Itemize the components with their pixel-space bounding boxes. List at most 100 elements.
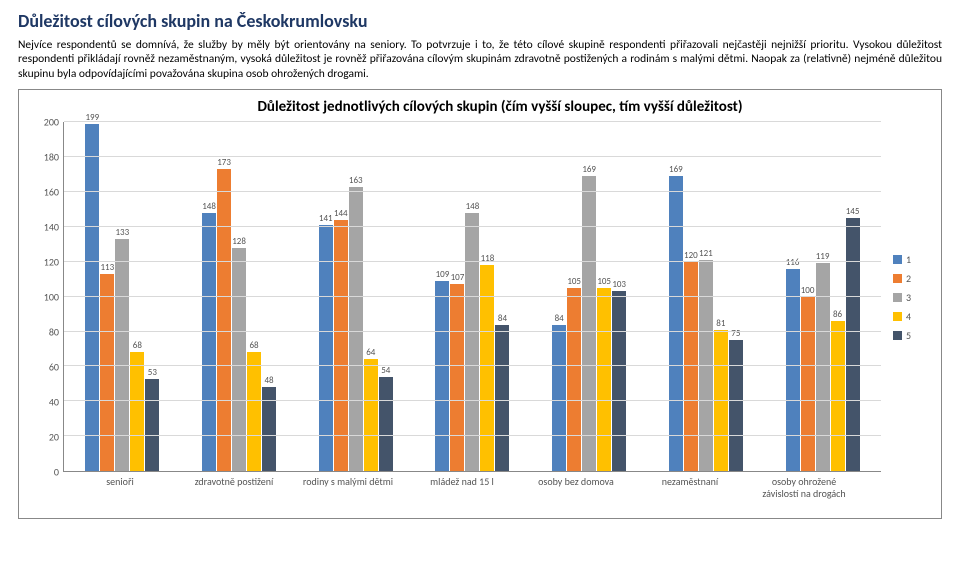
bar: 120: [684, 122, 698, 471]
bar-value-label: 48: [264, 375, 273, 386]
gridline: [64, 435, 881, 436]
legend-item: 5: [893, 329, 933, 342]
bar-value-label: 148: [202, 201, 216, 212]
bar: 133: [115, 122, 129, 471]
bar-value-label: 81: [716, 318, 725, 329]
bar-value-label: 133: [116, 227, 130, 238]
bar: 84: [552, 122, 566, 471]
legend-item: 3: [893, 291, 933, 304]
bar-group: 1691201218175: [669, 122, 743, 471]
bar: 100: [801, 122, 815, 471]
chart-title: Důležitost jednotlivých cílových skupin …: [67, 98, 933, 116]
gridline: [64, 261, 881, 262]
bar: 144: [334, 122, 348, 471]
x-tick-label: senioři: [70, 476, 170, 499]
bar-group: 141144 163 64 54: [319, 122, 393, 471]
x-tick-label: osoby ohrožené závislostí na drogách: [754, 476, 854, 499]
bar-value-label: 113: [101, 262, 115, 273]
bar: 68: [130, 122, 144, 471]
bar: 84: [495, 122, 509, 471]
bar-value-label: 141: [319, 213, 333, 224]
bar-value-label: 107: [451, 272, 465, 283]
bar-value-label: 169: [582, 164, 596, 175]
bar-value-label: 103: [612, 279, 626, 290]
bar-groups: 1991131336853148173128684814114416364541…: [64, 122, 881, 471]
bar: 141: [319, 122, 333, 471]
bar: 116: [786, 122, 800, 471]
page-title: Důležitost cílových skupin na Českokruml…: [18, 10, 942, 32]
bar: 105: [567, 122, 581, 471]
legend-swatch: [893, 274, 902, 283]
bar-value-label: 86: [833, 309, 842, 320]
bar: 119: [816, 122, 830, 471]
bar-value-label: 120: [684, 250, 698, 261]
bar-value-label: 144: [334, 208, 348, 219]
bar: 48: [262, 122, 276, 471]
y-tick-label: 40: [49, 396, 59, 409]
bar-value-label: 148: [466, 201, 480, 212]
bar-value-label: 54: [381, 365, 390, 376]
y-tick-label: 200: [44, 116, 59, 129]
bar: 81: [714, 122, 728, 471]
bar: 107: [450, 122, 464, 471]
legend-swatch: [893, 255, 902, 264]
bar-value-label: 100: [801, 285, 815, 296]
bar: 113: [100, 122, 114, 471]
y-tick-label: 80: [49, 326, 59, 339]
bar: 173: [217, 122, 231, 471]
x-tick-label: zdravotně postižení: [184, 476, 284, 499]
bar-value-label: 84: [498, 313, 507, 324]
bar-value-label: 68: [133, 340, 142, 351]
bar: 109: [435, 122, 449, 471]
bar-group: 148 173 128 68 48: [202, 122, 276, 471]
gridline: [64, 156, 881, 157]
gridline: [64, 191, 881, 192]
legend: 1 2 3 4 5: [881, 122, 933, 472]
bar: 54: [379, 122, 393, 471]
bar-group: 11610011986 145: [786, 122, 860, 471]
y-tick-label: 120: [44, 256, 59, 269]
legend-item: 2: [893, 272, 933, 285]
y-tick-label: 160: [44, 186, 59, 199]
bar-value-label: 121: [699, 248, 713, 259]
bar: 86: [831, 122, 845, 471]
y-tick-label: 100: [44, 291, 59, 304]
legend-label: 4: [906, 310, 911, 323]
bar: 199: [85, 122, 99, 471]
intro-paragraph: Nejvíce respondentů se domnívá, že služb…: [18, 38, 942, 81]
bar-value-label: 84: [555, 313, 564, 324]
legend-label: 2: [906, 272, 911, 285]
bar: 148: [202, 122, 216, 471]
legend-swatch: [893, 331, 902, 340]
bar-value-label: 53: [148, 367, 157, 378]
gridline: [64, 365, 881, 366]
y-tick-label: 60: [49, 361, 59, 374]
x-axis: senioři zdravotně postižení rodiny s malým…: [63, 472, 861, 499]
bar: 145: [846, 122, 860, 471]
y-tick-label: 20: [49, 431, 59, 444]
bar-value-label: 109: [436, 269, 450, 280]
bar-group: 84105169105103: [552, 122, 626, 471]
bar-value-label: 105: [567, 276, 581, 287]
x-tick-label: mládež nad 15 l: [412, 476, 512, 499]
bar-value-label: 68: [249, 340, 258, 351]
bar-value-label: 105: [597, 276, 611, 287]
bar-value-label: 163: [349, 175, 363, 186]
bar-value-label: 169: [669, 164, 683, 175]
bar: 53: [145, 122, 159, 471]
x-tick-label: rodiny s malými dětmi: [298, 476, 398, 499]
legend-item: 4: [893, 310, 933, 323]
bar: 64: [364, 122, 378, 471]
legend-label: 1: [906, 253, 911, 266]
x-tick-label: osoby bez domova: [526, 476, 626, 499]
bar: 68: [247, 122, 261, 471]
gridline: [64, 121, 881, 122]
bar: 169: [582, 122, 596, 471]
legend-item: 1: [893, 253, 933, 266]
legend-swatch: [893, 293, 902, 302]
plot-area: 1991131336853148173128684814114416364541…: [63, 122, 881, 472]
bar-value-label: 64: [366, 347, 375, 358]
bar-value-label: 128: [232, 236, 246, 247]
bar: 105: [597, 122, 611, 471]
bar-value-label: 173: [217, 157, 231, 168]
